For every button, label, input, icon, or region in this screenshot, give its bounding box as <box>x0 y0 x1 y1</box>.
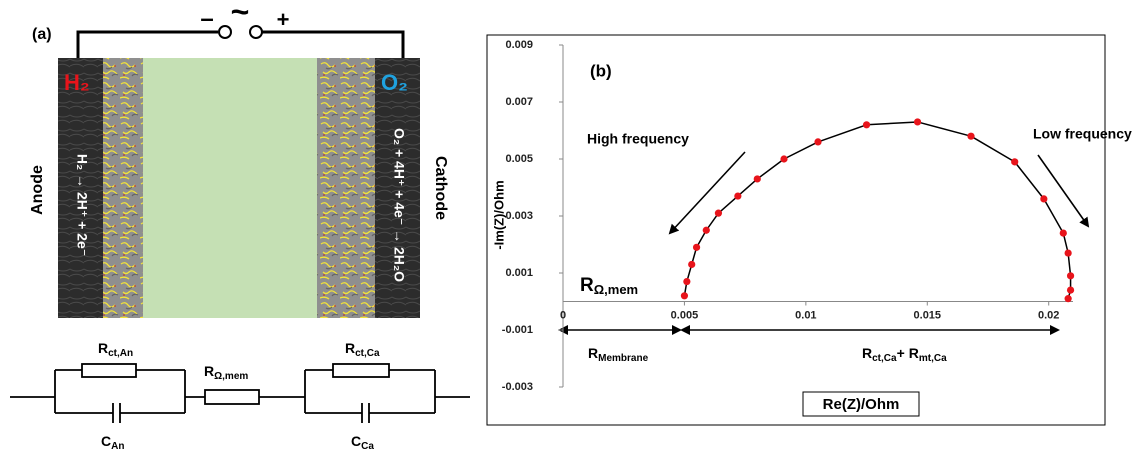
label-sub: mt,Ca <box>919 353 947 364</box>
data-point <box>1040 195 1048 203</box>
anode-reaction: H₂ → 2H⁺ + 2e⁻ <box>74 154 90 256</box>
terminal <box>218 25 232 39</box>
circuit-label: RΩ,mem <box>204 363 248 382</box>
circuit-label: CAn <box>101 433 124 452</box>
label-main: + <box>897 345 905 361</box>
x-tick-label: 0.005 <box>671 309 699 321</box>
anode-gas: H₂ <box>64 70 90 95</box>
y-tick-label: 0.005 <box>505 153 533 165</box>
panel-label: (a) <box>32 26 52 43</box>
panel-a: (a) – ~ + H₂ O₂ Anode Cathode H₂ → 2H⁺ +… <box>10 0 470 452</box>
cathode-electrode <box>375 58 420 318</box>
data-point <box>692 243 701 251</box>
panel-b: (b) -Im(Z)/Ohm Re(Z)/Ohm High frequency … <box>486 34 1132 426</box>
label-sub: Ω,mem <box>214 371 248 382</box>
label-main: C <box>101 433 111 449</box>
data-point <box>814 138 822 146</box>
data-point <box>1059 229 1067 237</box>
label-main: R <box>588 345 598 361</box>
label-sub: ct,Ca <box>872 353 897 364</box>
y-tick-label: -0.003 <box>502 381 533 393</box>
panel-label: (b) <box>590 61 612 80</box>
cathode-gas: O₂ <box>381 70 408 95</box>
data-point <box>734 192 742 200</box>
data-point <box>780 155 788 163</box>
label-main: C <box>351 433 361 449</box>
label-main: R <box>862 345 872 361</box>
x-title-box <box>802 391 920 417</box>
arrow <box>668 151 746 235</box>
wire <box>76 30 405 58</box>
data-point <box>913 118 922 126</box>
y-tick-label: 0.009 <box>505 39 533 51</box>
label-sub: Membrane <box>598 353 648 364</box>
annotation: High frequency <box>587 131 689 147</box>
y-tick-label: 0.003 <box>505 210 533 222</box>
data-point <box>1066 286 1075 294</box>
source-minus: – <box>200 5 213 32</box>
data-point <box>1066 272 1075 280</box>
data-point <box>1064 295 1072 303</box>
x-tick-label: 0.01 <box>795 309 816 321</box>
y-tick-label: -0.001 <box>502 324 533 336</box>
data-point <box>683 277 691 286</box>
membrane <box>143 58 317 318</box>
circuit-label: Rct,Ca <box>345 340 380 359</box>
data-point <box>680 292 689 300</box>
x-axis-title: Re(Z)/Ohm <box>823 396 900 413</box>
source-plus: + <box>277 7 290 32</box>
label-sub: Ca <box>361 441 374 452</box>
data-point <box>967 132 975 140</box>
chart-frame <box>486 34 1106 426</box>
x-tick-label: 0.015 <box>914 309 942 321</box>
x-tick-label: 0 <box>560 309 566 321</box>
circuit-label: Rct,An <box>98 340 133 359</box>
cathode-catalyst <box>317 58 375 318</box>
data-point <box>1011 158 1019 166</box>
anode-electrode <box>58 58 103 318</box>
label-main: R <box>204 363 214 379</box>
data-point <box>688 260 696 269</box>
label-sub: ct,An <box>108 348 133 359</box>
circuit-label: CCa <box>351 433 374 452</box>
anode-catalyst <box>103 58 143 318</box>
data-point <box>702 226 710 234</box>
annotation: Rct,Ca+ Rmt,Ca <box>862 345 947 364</box>
source-tilde: ~ <box>231 0 250 29</box>
data-point <box>753 175 761 183</box>
data-point <box>1064 249 1072 257</box>
annotation: RMembrane <box>588 345 649 364</box>
data-point <box>862 121 871 129</box>
label-sub: Ω,mem <box>594 282 638 297</box>
label-main: R <box>580 275 594 296</box>
cathode-reaction: O₂ + 4H⁺ + 4e⁻ → 2H₂O <box>391 128 407 282</box>
cathode-label: Cathode <box>432 156 449 220</box>
label-sub: ct,Ca <box>355 348 380 359</box>
label-main: R <box>98 340 108 356</box>
x-tick-label: 0.02 <box>1038 309 1059 321</box>
annotation: RΩ,mem <box>580 275 638 297</box>
label-main: R <box>345 340 355 356</box>
label-main: R <box>909 345 919 361</box>
annotation: Low frequency <box>1033 126 1132 142</box>
y-axis-title: -Im(Z)/Ohm <box>491 180 506 249</box>
y-tick-label: 0.001 <box>505 267 533 279</box>
circuit <box>10 363 470 423</box>
terminal <box>249 25 263 39</box>
y-tick-label: 0.007 <box>505 96 533 108</box>
arrow <box>1037 154 1090 228</box>
anode-label: Anode <box>29 165 46 215</box>
label-sub: An <box>111 441 124 452</box>
data-point <box>714 209 723 217</box>
